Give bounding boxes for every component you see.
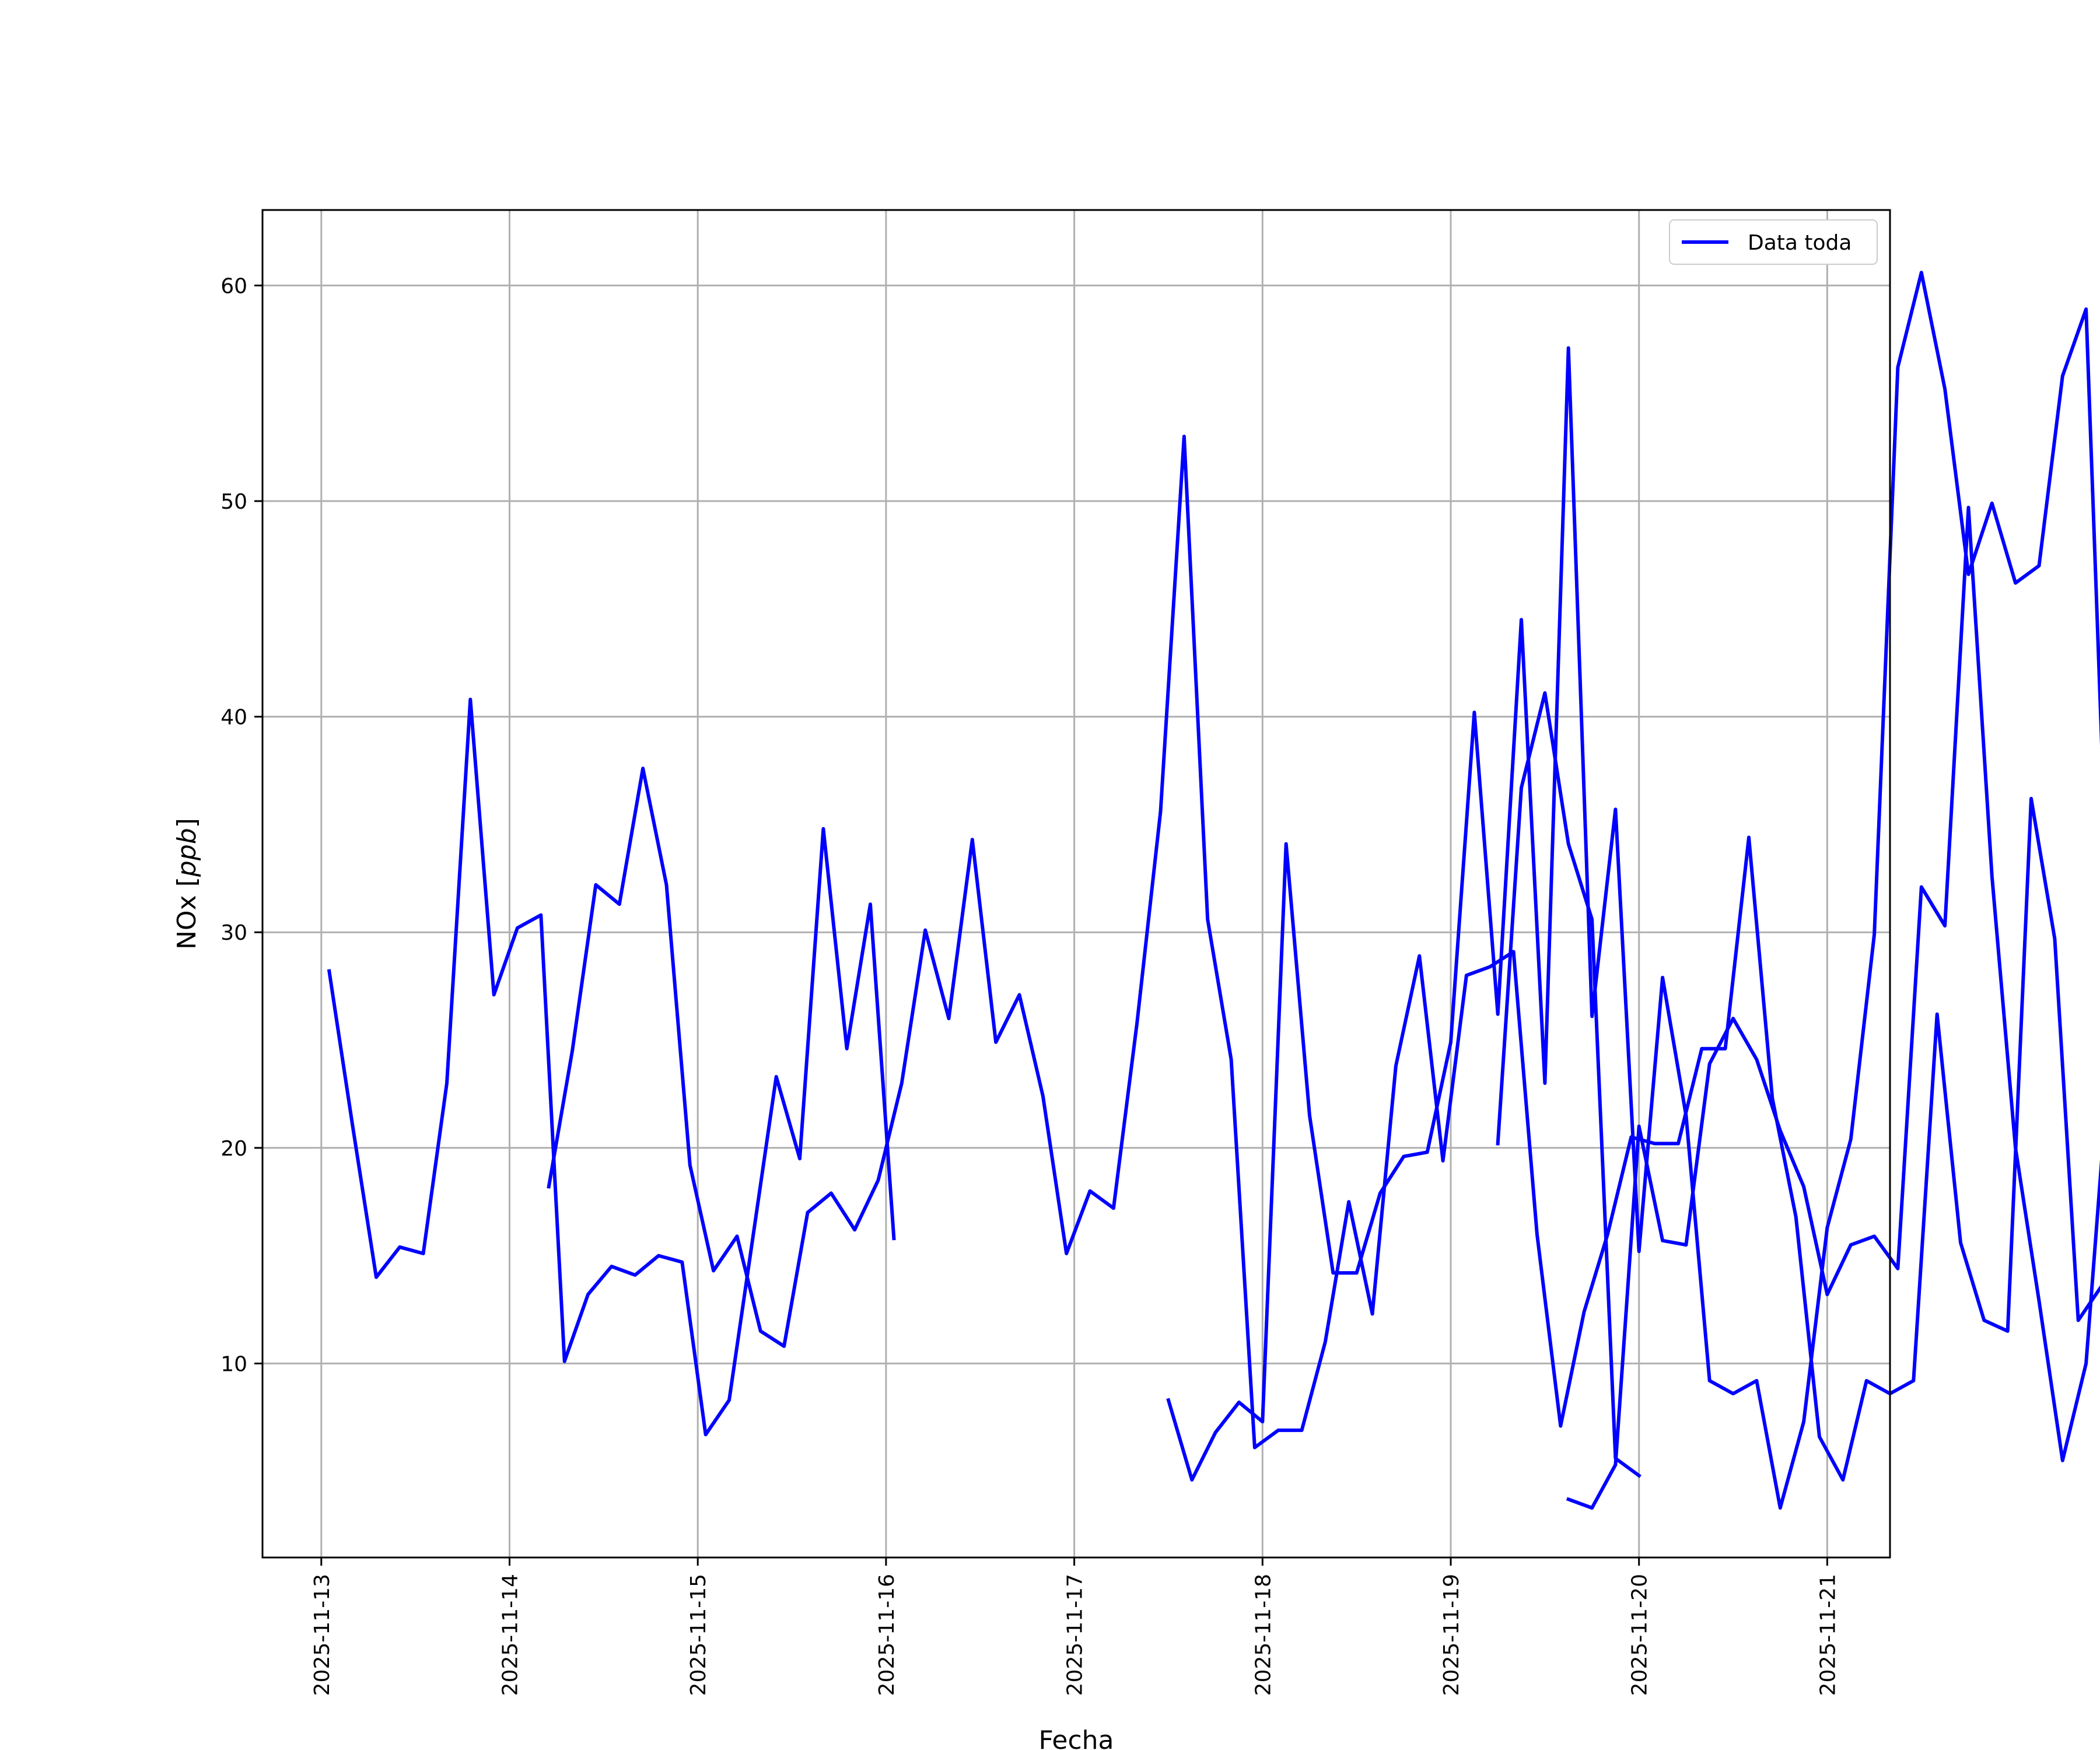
x-tick-label: 2025-11-21 [1816, 1574, 1840, 1696]
x-axis-label: Fecha [1038, 1726, 1114, 1750]
y-tick-label: 30 [220, 921, 247, 945]
legend: Data toda [1669, 219, 1878, 265]
x-tick-label: 2025-11-15 [687, 1574, 710, 1696]
x-tick-label: 2025-11-19 [1440, 1574, 1464, 1696]
series-line-segment [1566, 506, 2100, 1510]
series-line-segment [327, 698, 896, 1437]
y-tick-label: 60 [220, 274, 247, 298]
y-tick-label: 10 [220, 1352, 247, 1376]
series-layer [327, 271, 2100, 1510]
x-tick-label: 2025-11-16 [875, 1574, 899, 1696]
y-axis: 10 20 30 40 50 60 [220, 274, 262, 1376]
x-tick-label: 2025-11-18 [1251, 1574, 1275, 1696]
y-axis-label: NOx [ppb] [172, 818, 202, 950]
x-tick-label: 2025-11-17 [1063, 1574, 1087, 1696]
x-axis: 2025-11-13 2025-11-14 2025-11-15 2025-11-16… [310, 1558, 1840, 1696]
grid [262, 210, 1890, 1558]
y-tick-label: 40 [220, 706, 247, 730]
y-tick-label: 50 [220, 490, 247, 514]
series-line-segment [547, 435, 2100, 1482]
x-tick-label: 2025-11-13 [310, 1574, 334, 1696]
plot-area [262, 210, 1890, 1558]
y-tick-label: 20 [220, 1137, 247, 1161]
series-line-segment [1166, 271, 2100, 1510]
x-tick-label: 2025-11-14 [499, 1574, 523, 1696]
legend-box [1669, 219, 1878, 265]
x-tick-label: 2025-11-20 [1628, 1574, 1652, 1696]
legend-label: Data toda [1748, 231, 1852, 255]
plot-frame [261, 209, 1891, 1559]
